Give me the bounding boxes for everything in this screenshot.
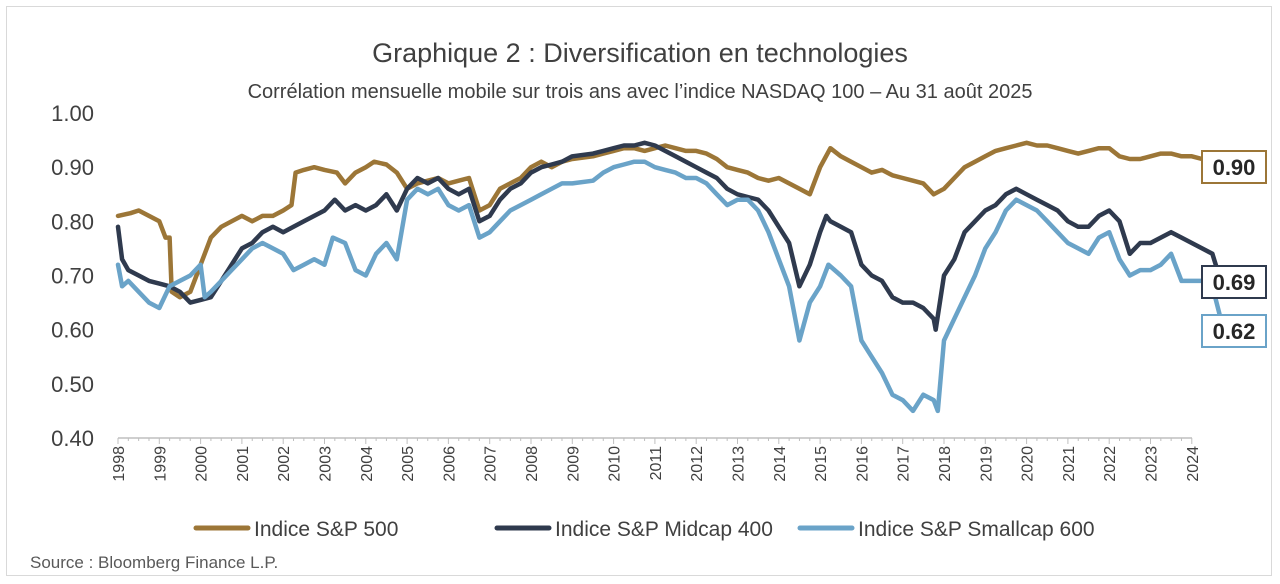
x-tick-label: 2004: [359, 446, 376, 482]
x-tick-label: 2021: [1061, 446, 1078, 482]
end-value-box-3: [1201, 314, 1267, 348]
chart-title: Graphique 2 : Diversification en technol…: [372, 38, 908, 68]
x-tick-label: 2023: [1144, 446, 1161, 482]
source-note: Source : Bloomberg Finance L.P.: [30, 553, 278, 572]
x-axis: 1998 1999 2000 2001 2002 2003 2004 2005 2006 2007…: [111, 437, 1202, 482]
x-tick-label: 2019: [978, 446, 995, 482]
end-value-label-2: 0.69: [1213, 270, 1256, 295]
chart-subtitle: Corrélation mensuelle mobile sur trois a…: [248, 81, 1033, 103]
x-tick-label: 2016: [854, 446, 871, 482]
x-tick-label: 2002: [276, 446, 293, 482]
x-tick-label: 1998: [111, 446, 128, 482]
x-tick-label: 2018: [937, 446, 954, 482]
legend: Indice S&P 500 Indice S&P Midcap 400 Indic…: [193, 518, 1095, 541]
x-tick-label: 2012: [689, 446, 706, 482]
x-tick-label: 2007: [483, 446, 500, 482]
series-line-2: [115, 140, 1223, 332]
x-tick-label: 2009: [565, 446, 582, 482]
x-tick-label: 2010: [607, 446, 624, 482]
end-value-label-1: 0.90: [1213, 155, 1256, 180]
x-tick-label: 2000: [194, 446, 211, 482]
x-tick-label: 2024: [1185, 446, 1202, 482]
chart-frame: [6, 6, 1272, 576]
x-tick-label: 2003: [318, 446, 335, 482]
x-tick-label: 2006: [441, 446, 458, 482]
end-value-box-2: [1201, 265, 1267, 299]
x-tick-label: 2015: [813, 446, 830, 482]
y-tick-label: 0.60: [51, 318, 94, 343]
end-labels: 0.90 0.69 0.62: [1201, 150, 1267, 348]
x-tick-label: 2022: [1102, 446, 1119, 482]
y-axis: 1.00 0.90 0.80 0.70 0.60 0.50 0.40: [51, 101, 94, 451]
end-value-label-3: 0.62: [1213, 319, 1256, 344]
y-tick-label: 0.70: [51, 264, 94, 289]
y-tick-label: 1.00: [51, 101, 94, 126]
series-line-1: [115, 140, 1223, 300]
x-tick-label: 2005: [400, 446, 417, 482]
x-tick-label: 2008: [524, 446, 541, 482]
series-lines: [115, 140, 1223, 414]
x-tick-label: 2020: [1020, 446, 1037, 482]
x-tick-label: 2014: [772, 446, 789, 482]
y-tick-label: 0.50: [51, 372, 94, 397]
x-tick-label: 2013: [731, 446, 748, 482]
end-value-box-1: [1201, 150, 1267, 184]
y-tick-label: 0.40: [51, 426, 94, 451]
y-tick-label: 0.90: [51, 155, 94, 180]
series-line-3: [115, 159, 1223, 414]
legend-label-1: Indice S&P 500: [254, 518, 398, 541]
x-tick-label: 1999: [152, 446, 169, 482]
y-tick-label: 0.80: [51, 209, 94, 234]
legend-label-2: Indice S&P Midcap 400: [555, 518, 773, 541]
x-tick-label: 2001: [235, 446, 252, 482]
x-tick-label: 2017: [896, 446, 913, 482]
x-tick-label: 2011: [648, 446, 665, 481]
legend-label-3: Indice S&P Smallcap 600: [858, 518, 1095, 541]
